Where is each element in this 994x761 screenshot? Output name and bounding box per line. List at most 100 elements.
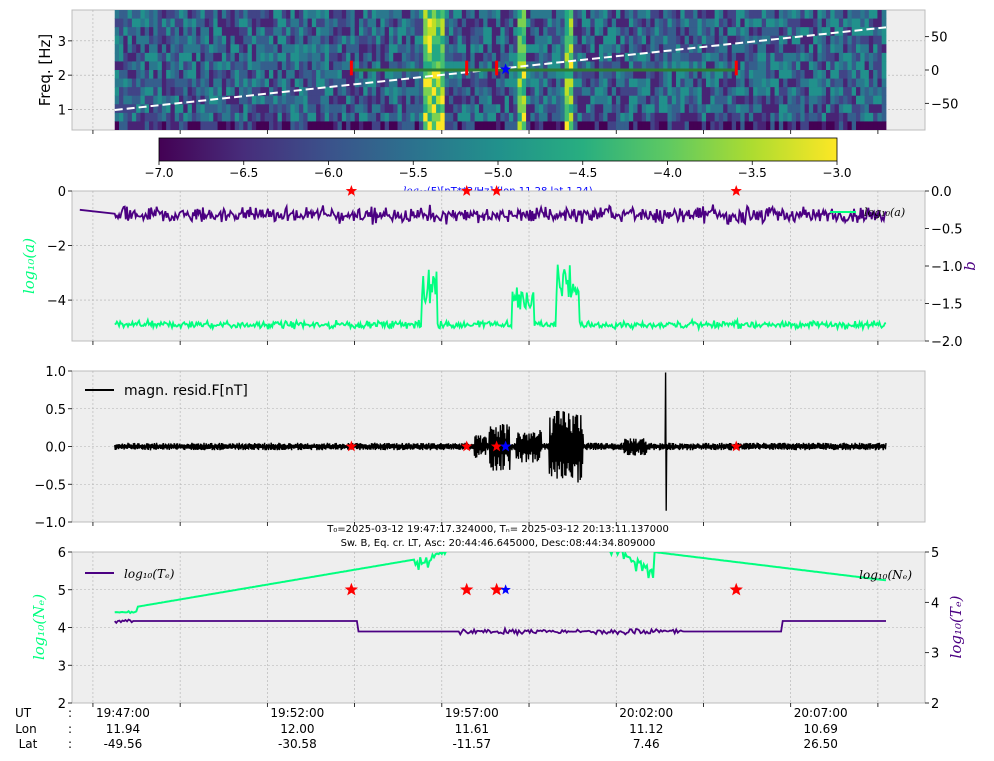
heatmap-cell — [881, 61, 887, 71]
heatmap-cell — [337, 61, 343, 71]
heatmap-cell — [838, 70, 844, 79]
heatmap-cell — [157, 52, 163, 62]
heatmap-cell — [328, 61, 334, 71]
heatmap-cell — [474, 78, 480, 88]
heatmap-cell — [504, 18, 510, 28]
heatmap-cell — [247, 104, 253, 114]
heatmap-cell — [778, 18, 784, 28]
heatmap-cell — [834, 104, 840, 114]
heatmap-cell — [217, 44, 223, 54]
heatmap-cell — [658, 44, 664, 54]
heatmap-cell — [676, 35, 681, 45]
heatmap-cell — [710, 121, 715, 130]
heatmap-cell — [230, 78, 236, 88]
heatmap-cell — [466, 104, 471, 114]
heatmap-cell — [466, 35, 471, 45]
heatmap-cell — [260, 78, 266, 88]
heatmap-cell — [641, 61, 647, 71]
heatmap-cell — [324, 87, 330, 97]
heatmap-cell — [161, 78, 167, 88]
heatmap-cell — [513, 112, 518, 122]
heatmap-cell — [213, 104, 218, 114]
heatmap-cell — [813, 61, 818, 71]
heatmap-cell — [864, 52, 870, 62]
heatmap-cell — [226, 112, 231, 122]
heatmap-cell — [633, 61, 638, 71]
heatmap-cell — [770, 121, 775, 130]
heatmap-cell — [646, 27, 651, 37]
heatmap-cell — [787, 78, 793, 88]
heatmap-cell — [667, 10, 673, 19]
heatmap-cell — [251, 18, 257, 28]
heatmap-cell — [487, 27, 493, 37]
heatmap-cell — [581, 52, 587, 62]
heatmap-cell — [170, 104, 176, 114]
heatmap-cell — [144, 78, 150, 88]
heatmap-cell — [573, 27, 578, 37]
heatmap-cell — [230, 95, 236, 105]
heatmap-cell — [646, 35, 651, 45]
heatmap-cell — [513, 121, 518, 130]
heatmap-cell — [860, 78, 865, 88]
heatmap-cell — [568, 10, 574, 19]
heatmap-cell — [877, 52, 883, 62]
heatmap-cell — [701, 95, 707, 105]
heatmap-cell — [688, 18, 694, 28]
heatmap-cell — [620, 104, 626, 114]
heatmap-cell — [311, 35, 317, 45]
heatmap-cell — [397, 44, 403, 54]
heatmap-cell — [517, 112, 523, 122]
heatmap-cell — [697, 27, 703, 37]
heatmap-cell — [500, 10, 506, 19]
heatmap-cell — [341, 61, 347, 71]
heatmap-cell — [179, 87, 184, 97]
heatmap-cell — [427, 52, 433, 62]
heatmap-cell — [444, 44, 450, 54]
heatmap-cell — [508, 104, 514, 114]
heatmap-cell — [440, 112, 446, 122]
heatmap-cell — [281, 70, 287, 79]
heatmap-cell — [611, 18, 617, 28]
heatmap-cell — [731, 87, 737, 97]
heatmap-cell — [718, 112, 724, 122]
heatmap-cell — [598, 35, 604, 45]
heatmap-cell — [847, 95, 853, 105]
heatmap-cell — [577, 112, 583, 122]
heatmap-cell — [796, 112, 801, 122]
heatmap-cell — [864, 10, 870, 19]
heatmap-cell — [123, 70, 128, 79]
heatmap-cell — [534, 95, 540, 105]
heatmap-cell — [179, 35, 184, 45]
heatmap-cell — [504, 35, 510, 45]
heatmap-cell — [414, 18, 420, 28]
heatmap-cell — [337, 78, 343, 88]
heatmap-cell — [766, 112, 771, 122]
heatmap-cell — [466, 44, 471, 54]
heatmap-cell — [753, 35, 758, 45]
heatmap-cell — [706, 87, 711, 97]
heatmap-cell — [748, 27, 754, 37]
heatmap-cell — [303, 44, 308, 54]
heatmap-cell — [260, 95, 266, 105]
heatmap-cell — [646, 61, 651, 71]
heatmap-cell — [290, 52, 296, 62]
heatmap-cell — [418, 61, 424, 71]
heatmap-cell — [487, 44, 493, 54]
heatmap-cell — [796, 121, 801, 130]
heatmap-cell — [560, 35, 566, 45]
heatmap-cell — [174, 10, 180, 19]
heatmap-cell — [727, 61, 733, 71]
heatmap-cell — [414, 35, 420, 45]
heatmap-cell — [864, 121, 870, 130]
heatmap-cell — [444, 95, 450, 105]
heatmap-cell — [851, 104, 857, 114]
heatmap-cell — [179, 121, 184, 130]
heatmap-cell — [191, 104, 197, 114]
colorbar-tick-label: −5.5 — [399, 166, 428, 180]
heatmap-cell — [307, 18, 313, 28]
heatmap-cell — [470, 52, 476, 62]
heatmap-cell — [157, 95, 163, 105]
heatmap-cell — [646, 78, 651, 88]
heatmap-cell — [521, 87, 527, 97]
heatmap-cell — [813, 104, 818, 114]
